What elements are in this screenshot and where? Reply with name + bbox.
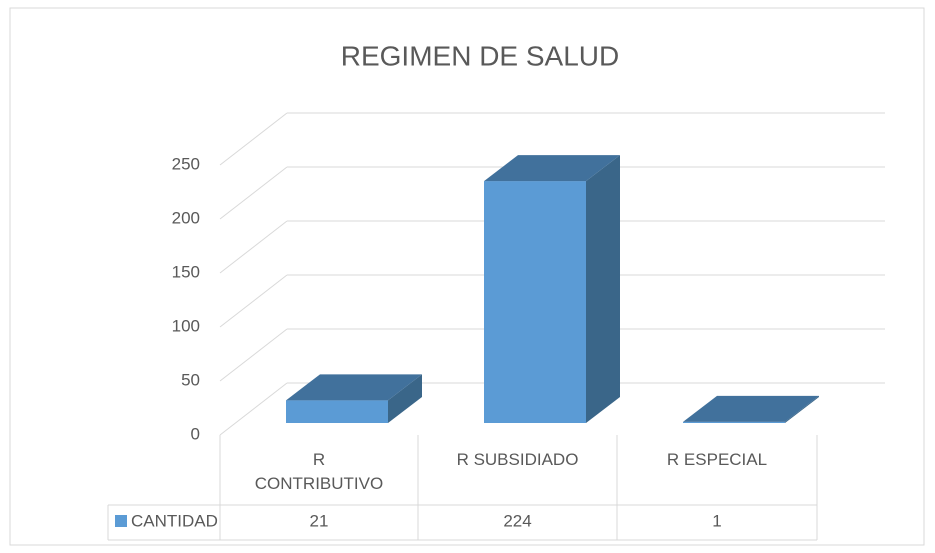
x-tick-label: R CONTRIBUTIVO — [254, 450, 384, 493]
chart-frame — [9, 7, 925, 546]
grid-line-side — [219, 274, 288, 328]
grid-line-side — [219, 220, 288, 274]
table-value: 21 — [310, 511, 329, 530]
x-tick-label: R SUBSIDIADO — [456, 450, 579, 469]
chart-title: REGIMEN DE SALUD — [341, 40, 620, 71]
y-tick-label: 150 — [172, 262, 200, 281]
grid-line-side — [219, 382, 288, 436]
grid-line-side — [219, 112, 288, 166]
legend-swatch — [115, 515, 127, 527]
y-tick-label: 250 — [172, 154, 200, 173]
table-value: 1 — [712, 511, 721, 530]
y-tick-label: 100 — [172, 316, 200, 335]
grid-line-side — [219, 328, 288, 382]
bar — [286, 400, 388, 423]
legend-label: CANTIDAD — [131, 511, 218, 530]
x-tick-label: R ESPECIAL — [666, 450, 768, 469]
table-value: 224 — [503, 511, 531, 530]
bar-side — [388, 374, 422, 423]
y-tick-label: 50 — [181, 370, 200, 389]
y-tick-label: 200 — [172, 208, 200, 227]
grid-line-side — [219, 166, 288, 220]
bar-side — [586, 155, 620, 423]
bar — [484, 181, 586, 423]
bar-top — [286, 374, 422, 401]
bar-top — [683, 395, 819, 422]
bar — [683, 421, 785, 423]
bar-top — [484, 155, 620, 182]
bar-side — [785, 395, 819, 423]
y-tick-label: 0 — [191, 424, 200, 443]
